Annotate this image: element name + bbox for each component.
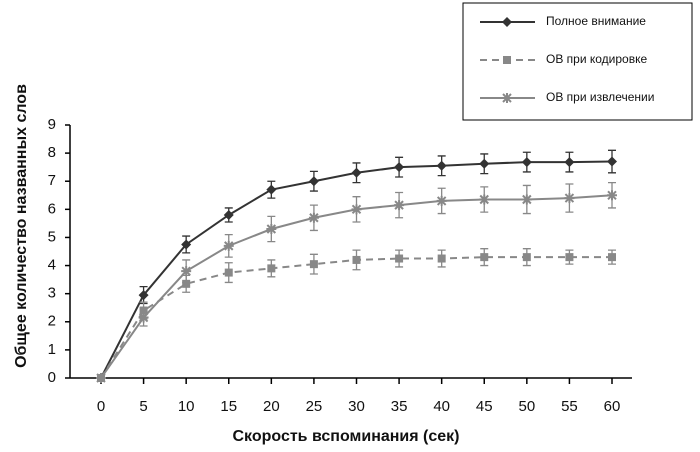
y-tick-label: 1 [48,341,56,358]
marker [607,156,617,167]
y-axis-title: Общее количество названных слов [13,84,30,368]
y-tick-label: 8 [48,144,56,161]
marker [479,194,490,205]
x-tick-label: 0 [97,398,105,415]
legend-marker [503,56,511,64]
marker [436,195,447,206]
marker [394,162,405,173]
y-tick-label: 6 [48,200,56,217]
x-tick-label: 55 [561,398,578,415]
marker [266,184,277,195]
x-tick-label: 20 [263,398,280,415]
marker [351,204,362,215]
y-tick-label: 4 [48,257,56,274]
marker [181,239,192,250]
marker [181,266,192,277]
marker [608,253,616,262]
marker [224,268,233,277]
x-tick-label: 45 [476,398,493,415]
legend-label: Полное внимание [546,14,646,28]
marker [522,253,531,262]
x-tick-label: 25 [306,398,323,415]
marker [182,279,191,288]
series-line [100,194,613,379]
x-tick-label: 15 [220,398,237,415]
marker [521,194,532,205]
marker [564,157,575,168]
x-axis-title: Скорость вспоминания (сек) [232,428,459,445]
marker [521,157,532,168]
x-tick-label: 10 [178,398,195,415]
marker [308,176,319,187]
marker [309,260,318,269]
marker [565,253,574,262]
y-tick-label: 3 [48,285,56,302]
marker [479,158,490,169]
marker [480,253,489,262]
legend-label: ОВ при извлечении [546,90,654,104]
series-line [100,256,612,379]
y-tick-label: 5 [48,228,56,245]
marker [351,167,362,178]
legend-marker [502,93,512,103]
marker [395,254,404,263]
legend-marker [502,17,512,27]
x-tick-label: 35 [391,398,408,415]
marker [266,224,277,235]
y-tick-label: 7 [48,172,56,189]
y-tick-label: 2 [48,313,56,330]
marker [394,200,405,211]
marker [96,373,106,383]
y-tick-label: 9 [48,116,56,133]
marker [607,190,617,201]
marker [223,240,234,251]
x-tick-label: 40 [433,398,450,415]
x-tick-label: 60 [604,398,621,415]
legend-label: ОВ при кодировке [546,52,647,66]
y-tick-label: 0 [48,369,56,386]
marker [138,290,149,301]
marker [267,264,276,273]
x-tick-label: 5 [139,398,147,415]
marker [564,193,575,204]
marker [437,254,446,263]
marker [352,255,361,264]
marker [308,212,319,223]
marker [138,312,149,323]
marker [223,209,234,220]
x-tick-label: 30 [348,398,365,415]
x-tick-label: 50 [518,398,535,415]
marker [436,160,447,171]
